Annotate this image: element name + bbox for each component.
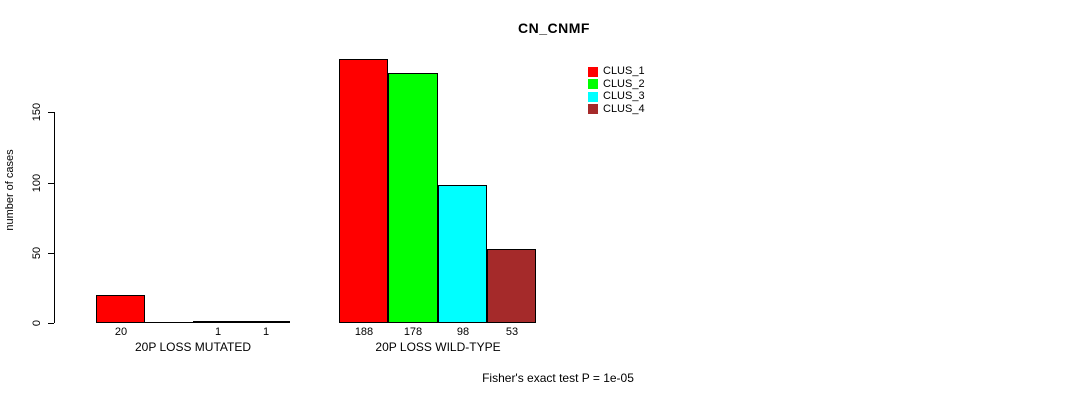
y-tick-label: 100 — [31, 173, 43, 193]
y-tick-label: 0 — [31, 319, 43, 327]
legend-item: CLUS_4 — [588, 102, 645, 115]
bar-value-label: 20 — [114, 326, 128, 338]
legend-label: CLUS_4 — [603, 102, 645, 115]
group-label: 20P LOSS MUTATED — [134, 340, 252, 354]
bar-CLUS_1 — [96, 295, 145, 323]
bar-CLUS_2-zero — [145, 322, 193, 323]
legend-item: CLUS_1 — [588, 66, 645, 77]
bar-CLUS_2 — [388, 73, 438, 323]
legend-swatch-clus_3 — [588, 91, 598, 102]
chart-title: CN_CNMF — [518, 20, 590, 36]
bar-value-label: 98 — [456, 326, 470, 338]
legend: CLUS_1 CLUS_2 CLUS_3 CLUS_4 — [588, 66, 708, 118]
bar-CLUS_3 — [438, 185, 487, 323]
y-tick — [48, 253, 54, 254]
bar-CLUS_3 — [193, 321, 242, 323]
bar-value-label: 53 — [505, 326, 519, 338]
group-label: 20P LOSS WILD-TYPE — [375, 340, 501, 354]
legend-swatch-clus_4 — [588, 104, 598, 114]
y-tick — [48, 323, 54, 324]
legend-label: CLUS_3 — [603, 90, 645, 102]
bar-value-label: 178 — [403, 326, 423, 338]
bar-CLUS_4 — [242, 321, 290, 323]
y-tick — [48, 112, 54, 113]
y-tick-label: 50 — [31, 246, 43, 260]
legend-label: CLUS_2 — [603, 77, 645, 90]
bar-CLUS_4 — [487, 249, 536, 323]
legend-swatch-clus_2 — [588, 79, 598, 89]
bar-value-label: 1 — [214, 326, 222, 338]
legend-item: CLUS_3 — [588, 91, 645, 102]
y-axis-line — [54, 112, 55, 323]
y-axis-label: number of cases — [4, 149, 16, 231]
legend-label: CLUS_1 — [603, 65, 645, 77]
bar-CLUS_1 — [339, 59, 388, 323]
fisher-annotation: Fisher's exact test P = 1e-05 — [482, 371, 634, 385]
y-tick-label: 150 — [31, 102, 43, 122]
legend-swatch-clus_1 — [588, 66, 598, 77]
legend-item: CLUS_2 — [588, 77, 645, 90]
bar-value-label: 1 — [262, 326, 270, 338]
y-tick — [48, 183, 54, 184]
bar-value-label: 188 — [354, 326, 374, 338]
